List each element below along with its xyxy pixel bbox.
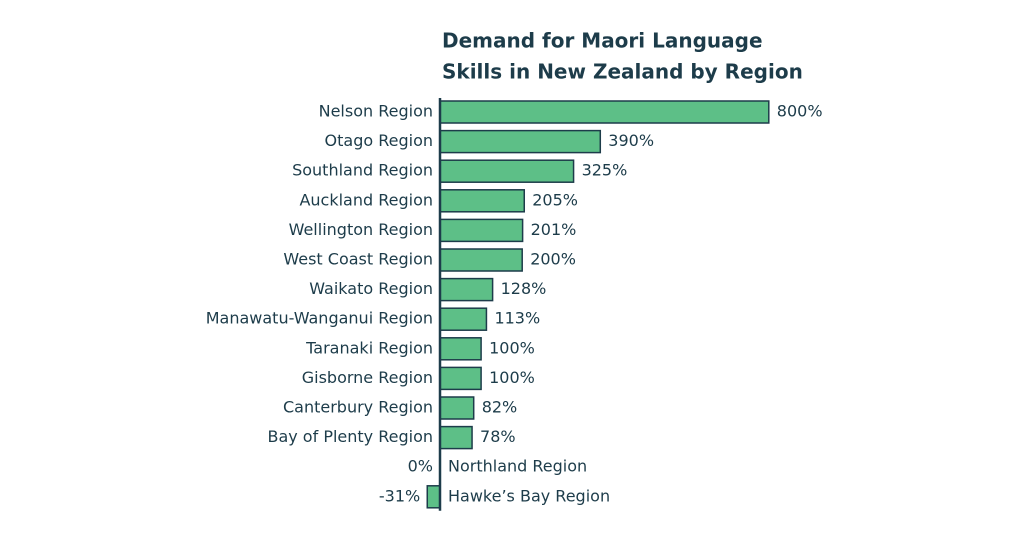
- value-label: 78%: [480, 427, 516, 446]
- category-label: West Coast Region: [283, 250, 433, 269]
- category-label: Gisborne Region: [302, 368, 433, 387]
- value-label: 205%: [532, 190, 578, 209]
- value-label: 113%: [494, 309, 540, 328]
- category-label: Bay of Plenty Region: [267, 427, 433, 446]
- bar: [426, 485, 441, 509]
- bar: [439, 248, 523, 272]
- bar: [439, 307, 488, 331]
- category-label: Taranaki Region: [305, 338, 433, 357]
- value-label: 200%: [530, 250, 576, 269]
- bar: [439, 277, 494, 302]
- bar: [439, 337, 482, 361]
- category-label: Waikato Region: [309, 279, 433, 298]
- value-label: 800%: [777, 102, 823, 121]
- value-label: 128%: [501, 279, 547, 298]
- bar: [439, 129, 602, 154]
- value-label: 390%: [608, 131, 654, 150]
- category-label: Otago Region: [325, 131, 433, 150]
- category-label: Manawatu-Wanganui Region: [206, 309, 433, 328]
- bar: [439, 159, 575, 183]
- bar: [439, 218, 524, 243]
- value-label: 0%: [408, 457, 433, 476]
- category-label: Wellington Region: [289, 220, 433, 239]
- category-label: Auckland Region: [299, 190, 433, 209]
- value-label: 82%: [482, 398, 518, 417]
- bar: [439, 189, 526, 213]
- category-label: Nelson Region: [319, 102, 433, 121]
- value-label: 201%: [531, 220, 577, 239]
- value-label: 325%: [582, 161, 628, 180]
- chart-title: Skills in New Zealand by Region: [442, 60, 803, 84]
- category-label: Northland Region: [448, 457, 587, 476]
- category-label: Southland Region: [292, 161, 433, 180]
- chart-title: Demand for Maori Language: [442, 29, 763, 53]
- bar: [439, 100, 770, 124]
- bar: [439, 425, 473, 450]
- bar: [439, 396, 475, 420]
- value-label: -31%: [379, 486, 420, 505]
- value-label: 100%: [489, 368, 535, 387]
- bar: [439, 366, 482, 391]
- category-label: Hawke’s Bay Region: [448, 486, 610, 505]
- value-label: 100%: [489, 338, 535, 357]
- category-label: Canterbury Region: [283, 398, 433, 417]
